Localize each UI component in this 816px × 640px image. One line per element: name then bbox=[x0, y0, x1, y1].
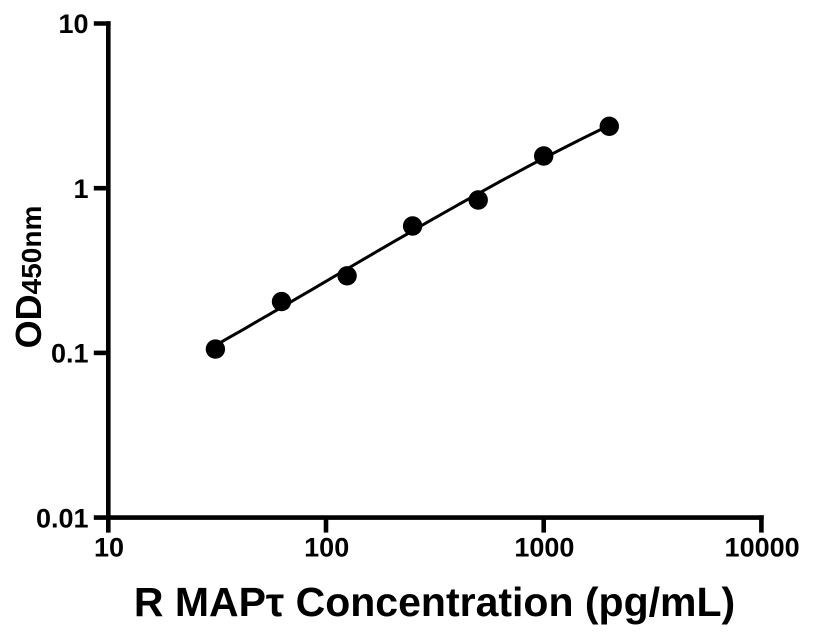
svg-text:10000: 10000 bbox=[725, 533, 800, 563]
svg-text:0.1: 0.1 bbox=[51, 339, 89, 369]
svg-text:R MAPτ Concentration (pg/mL): R MAPτ Concentration (pg/mL) bbox=[134, 579, 735, 625]
svg-text:10: 10 bbox=[58, 9, 88, 39]
svg-text:1000: 1000 bbox=[514, 533, 574, 563]
svg-text:0.01: 0.01 bbox=[36, 503, 89, 533]
svg-text:100: 100 bbox=[304, 533, 349, 563]
svg-text:10: 10 bbox=[94, 533, 124, 563]
svg-text:1: 1 bbox=[73, 174, 88, 204]
